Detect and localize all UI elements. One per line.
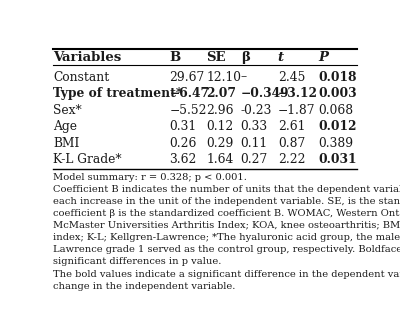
Text: The bold values indicate a significant difference in the dependent variable caus: The bold values indicate a significant d… bbox=[53, 270, 400, 278]
Text: 0.26: 0.26 bbox=[169, 137, 197, 150]
Text: 2.45: 2.45 bbox=[278, 71, 305, 84]
Text: K-L Grade*: K-L Grade* bbox=[53, 153, 122, 166]
Text: 0.003: 0.003 bbox=[318, 87, 357, 100]
Text: β: β bbox=[241, 51, 250, 64]
Text: significant differences in p value.: significant differences in p value. bbox=[53, 257, 222, 266]
Text: −3.12: −3.12 bbox=[278, 87, 318, 100]
Text: 12.10: 12.10 bbox=[206, 71, 242, 84]
Text: 0.11: 0.11 bbox=[241, 137, 268, 150]
Text: 2.96: 2.96 bbox=[206, 104, 234, 117]
Text: −0.349: −0.349 bbox=[241, 87, 289, 100]
Text: each increase in the unit of the independent variable. SE, is the standard error: each increase in the unit of the indepen… bbox=[53, 197, 400, 206]
Text: Variables: Variables bbox=[53, 51, 121, 64]
Text: Sex*: Sex* bbox=[53, 104, 82, 117]
Text: P: P bbox=[318, 51, 328, 64]
Text: 2.61: 2.61 bbox=[278, 120, 305, 133]
Text: 1.64: 1.64 bbox=[206, 153, 234, 166]
Text: McMaster Universities Arthritis Index; KOA, knee osteoarthritis; BMI, body mass: McMaster Universities Arthritis Index; K… bbox=[53, 221, 400, 230]
Text: Type of treatment*: Type of treatment* bbox=[53, 87, 182, 100]
Text: index; K-L; Kellgren-Lawrence; *The hyaluronic acid group, the male, and Kellgre: index; K-L; Kellgren-Lawrence; *The hyal… bbox=[53, 233, 400, 242]
Text: 0.27: 0.27 bbox=[241, 153, 268, 166]
Text: 0.33: 0.33 bbox=[241, 120, 268, 133]
Text: 2.07: 2.07 bbox=[206, 87, 236, 100]
Text: BMI: BMI bbox=[53, 137, 80, 150]
Text: 0.012: 0.012 bbox=[318, 120, 357, 133]
Text: 0.068: 0.068 bbox=[318, 104, 353, 117]
Text: 0.87: 0.87 bbox=[278, 137, 305, 150]
Text: coefficient β is the standardized coefficient B. WOMAC, Western Ontario and: coefficient β is the standardized coeffi… bbox=[53, 209, 400, 218]
Text: 0.12: 0.12 bbox=[206, 120, 234, 133]
Text: -0.23: -0.23 bbox=[241, 104, 272, 117]
Text: t: t bbox=[278, 51, 284, 64]
Text: Model summary: r = 0.328; p < 0.001.: Model summary: r = 0.328; p < 0.001. bbox=[53, 173, 247, 182]
Text: Constant: Constant bbox=[53, 71, 109, 84]
Text: –: – bbox=[241, 71, 247, 84]
Text: Age: Age bbox=[53, 120, 77, 133]
Text: Coefficient B indicates the number of units that the dependent variable increase: Coefficient B indicates the number of un… bbox=[53, 185, 400, 194]
Text: −5.52: −5.52 bbox=[169, 104, 207, 117]
Text: 0.31: 0.31 bbox=[169, 120, 196, 133]
Text: −6.47: −6.47 bbox=[169, 87, 210, 100]
Text: 0.018: 0.018 bbox=[318, 71, 357, 84]
Text: 2.22: 2.22 bbox=[278, 153, 305, 166]
Text: Lawrence grade 1 served as the control group, respectively. Boldface indicates t: Lawrence grade 1 served as the control g… bbox=[53, 245, 400, 254]
Text: 3.62: 3.62 bbox=[169, 153, 197, 166]
Text: B: B bbox=[169, 51, 181, 64]
Text: 0.031: 0.031 bbox=[318, 153, 357, 166]
Text: 29.67: 29.67 bbox=[169, 71, 205, 84]
Text: 0.389: 0.389 bbox=[318, 137, 353, 150]
Text: SE: SE bbox=[206, 51, 226, 64]
Text: −1.87: −1.87 bbox=[278, 104, 315, 117]
Text: 0.29: 0.29 bbox=[206, 137, 234, 150]
Text: change in the independent variable.: change in the independent variable. bbox=[53, 282, 236, 291]
